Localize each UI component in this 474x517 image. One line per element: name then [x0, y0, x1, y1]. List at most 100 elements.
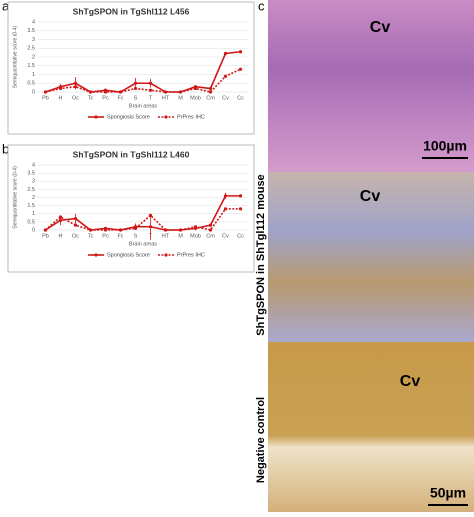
y-tick-label: 3 — [32, 179, 35, 185]
point — [208, 86, 213, 91]
y-tick-label: 3.5 — [27, 171, 35, 177]
legend-marker — [164, 253, 168, 257]
y-tick-label: 2 — [32, 195, 35, 201]
x-tick-label: Pc — [102, 233, 109, 239]
x-tick-label: HT — [162, 95, 170, 101]
point — [103, 90, 108, 94]
point — [133, 81, 138, 85]
point — [148, 225, 153, 229]
point — [193, 86, 198, 91]
legend-marker — [94, 253, 98, 257]
point — [133, 86, 138, 91]
point — [73, 85, 78, 89]
chart-title: ShTgSPON in TgShl112 L456 — [73, 6, 190, 16]
x-tick-label: HT — [162, 233, 170, 239]
x-tick-label: Pb — [42, 233, 49, 239]
point — [163, 228, 168, 232]
x-tick-label: Cc — [237, 95, 244, 101]
point — [208, 228, 213, 232]
side-label: ShTgSPON in ShTgl112 mouse — [255, 174, 267, 335]
x-tick-label: Oc — [72, 233, 79, 239]
point — [193, 225, 198, 229]
chart-title: ShTgSPON in TgShl112 L460 — [73, 149, 190, 159]
legend-label: Spongiosis Score — [107, 114, 150, 120]
point — [118, 90, 123, 94]
panel-label: a — [2, 0, 10, 13]
x-tick-label: M — [178, 233, 183, 239]
y-tick-label: 1 — [32, 72, 35, 78]
x-tick-label: Tc — [88, 233, 94, 239]
point — [208, 90, 213, 94]
ihc-image — [268, 172, 474, 342]
point — [178, 228, 183, 232]
point — [88, 228, 93, 232]
he-image — [268, 0, 474, 172]
x-tick-label: Cc — [237, 233, 244, 239]
y-tick-label: 0 — [32, 89, 35, 95]
x-tick-label: Pb — [42, 95, 49, 101]
x-tick-label: Cv — [222, 95, 229, 101]
y-tick-label: 2.5 — [27, 46, 35, 52]
x-tick-label: Mob — [190, 233, 201, 239]
x-tick-label: T — [149, 95, 153, 101]
x-tick-label: S — [134, 233, 138, 239]
chart-frame — [7, 144, 255, 273]
point — [58, 86, 63, 91]
x-tick-label: Cm — [206, 95, 215, 101]
point — [148, 88, 153, 92]
x-axis-label: Brain areas — [129, 241, 157, 247]
scale-bar-label: 50µm — [430, 485, 466, 501]
legend-label: Spongiosis Score — [107, 252, 150, 258]
chart-frame — [7, 1, 255, 135]
point — [58, 215, 63, 219]
negative-image — [268, 342, 474, 512]
legend-label: PrPres IHC — [177, 114, 205, 120]
legend-label: PrPres IHC — [177, 252, 205, 258]
y-tick-label: 1 — [32, 211, 35, 217]
series-line — [45, 195, 241, 231]
point — [73, 217, 78, 221]
y-tick-label: 2.5 — [27, 187, 35, 193]
x-tick-label: Mob — [190, 95, 201, 101]
x-tick-label: Cv — [222, 233, 229, 239]
x-tick-label: H — [59, 95, 63, 101]
y-axis-label: Semiquantitative score (0-4) — [12, 25, 18, 88]
y-tick-label: 3 — [32, 37, 35, 43]
point — [238, 194, 243, 198]
side-label: Negative control — [255, 397, 267, 483]
point — [208, 223, 213, 227]
point — [103, 228, 108, 232]
point — [148, 81, 153, 85]
point — [148, 213, 153, 217]
x-tick-label: M — [178, 95, 183, 101]
point — [73, 81, 78, 85]
y-tick-label: 1.5 — [27, 63, 35, 69]
point — [223, 74, 228, 78]
y-tick-label: 4 — [32, 19, 35, 25]
region-label: Cv — [360, 188, 381, 205]
point — [43, 228, 48, 232]
point — [43, 90, 48, 94]
y-tick-label: 2 — [32, 54, 35, 60]
point — [238, 207, 243, 211]
region-label: Cv — [370, 19, 391, 36]
point — [58, 218, 63, 222]
series-line — [45, 50, 241, 93]
point — [223, 207, 228, 211]
x-tick-label: Tc — [88, 95, 94, 101]
point — [88, 90, 93, 94]
point — [163, 90, 168, 94]
point — [118, 228, 123, 232]
panel-label: c — [258, 0, 265, 13]
scale-bar-label: 100µm — [423, 138, 467, 154]
point — [223, 51, 228, 56]
x-tick-label: H — [59, 233, 63, 239]
legend-marker — [164, 115, 168, 119]
x-tick-label: Cm — [206, 233, 215, 239]
series-line — [44, 208, 241, 231]
point — [133, 226, 138, 230]
x-tick-label: Fc — [117, 95, 123, 101]
point — [238, 67, 243, 71]
point — [178, 90, 183, 94]
point — [238, 50, 243, 54]
